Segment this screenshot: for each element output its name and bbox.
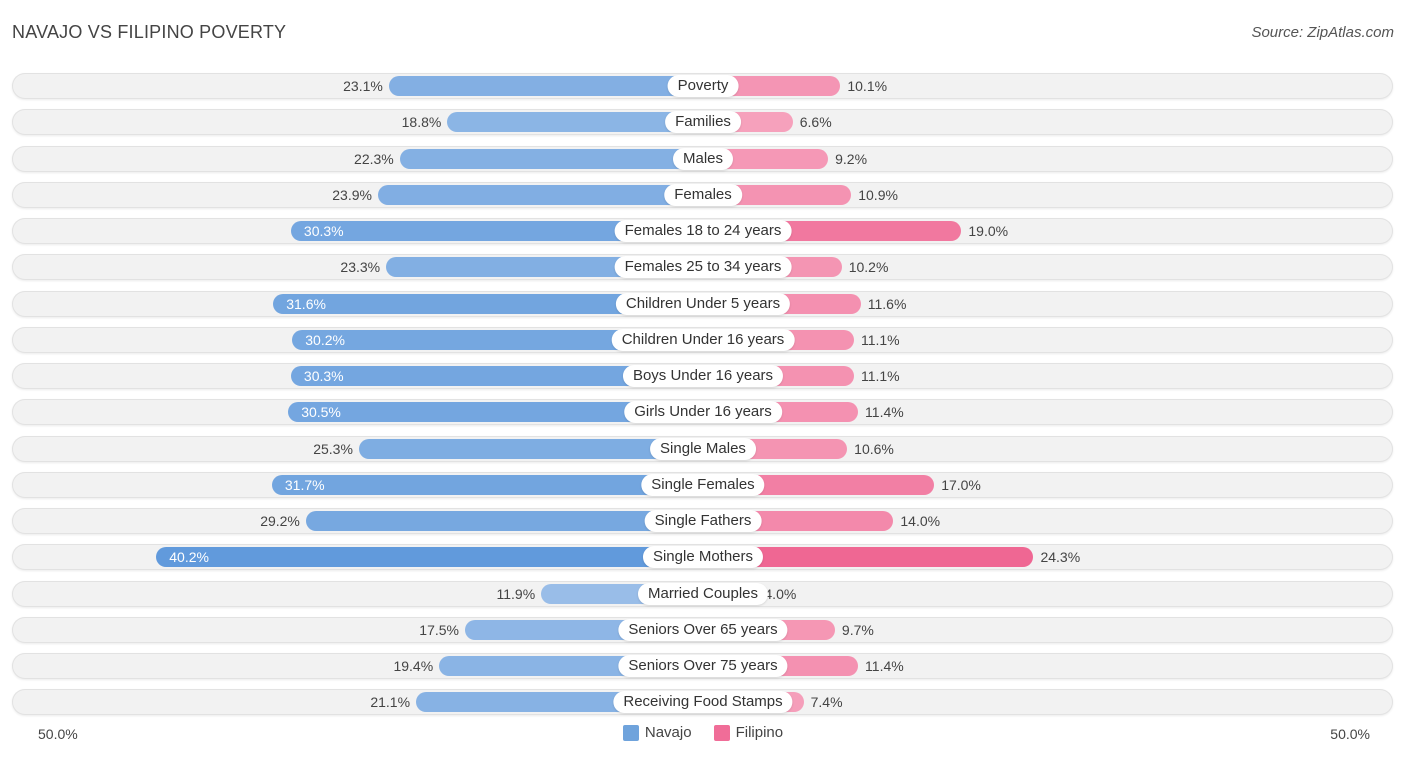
value-navajo-single-males: 25.3%	[313, 440, 353, 457]
bar-navajo-single-mothers[interactable]	[156, 547, 703, 568]
bar-navajo-children-under-16-years[interactable]	[292, 329, 703, 350]
bar-navajo-single-fathers[interactable]	[305, 511, 703, 531]
value-navajo-single-females: 31.7%	[284, 476, 325, 493]
value-filipino-single-fathers: 14.0%	[900, 513, 941, 529]
value-navajo-seniors-over-75-years: 19.4%	[393, 658, 434, 674]
value-navajo-children-under-5-years: 31.6%	[286, 295, 326, 312]
legend-swatch-navajo	[622, 724, 639, 741]
value-navajo-poverty: 23.1%	[343, 78, 383, 94]
value-filipino-girls-under-16-years: 11.4%	[865, 404, 904, 421]
legend-label-filipino: Filipino	[735, 724, 784, 741]
value-navajo-males: 22.3%	[354, 150, 394, 167]
bar-navajo-single-females[interactable]	[271, 474, 703, 495]
category-label-single-fathers: Single Fathers	[644, 510, 762, 532]
value-filipino-females-25-to-34-years: 10.2%	[848, 259, 889, 276]
value-navajo-females: 23.9%	[332, 186, 372, 203]
legend: Navajo Filipino	[0, 724, 1406, 741]
category-label-seniors-over-65-years: Seniors Over 65 years	[618, 618, 788, 641]
bar-filipino-single-mothers[interactable]	[703, 547, 1034, 568]
bar-navajo-families[interactable]	[447, 112, 703, 133]
value-navajo-single-fathers: 29.2%	[260, 513, 300, 529]
legend-swatch-filipino	[713, 724, 730, 741]
axis-right-label: 50.0%	[1330, 726, 1370, 742]
category-label-males: Males	[672, 147, 734, 170]
category-label-receiving-food-stamps: Receiving Food Stamps	[613, 691, 793, 714]
value-filipino-children-under-5-years: 11.6%	[867, 295, 907, 312]
bar-navajo-poverty[interactable]	[388, 76, 703, 96]
bar-navajo-children-under-5-years[interactable]	[273, 293, 703, 314]
category-label-girls-under-16-years: Girls Under 16 years	[624, 401, 782, 424]
category-label-females-18-to-24-years: Females 18 to 24 years	[614, 220, 792, 242]
legend-label-navajo: Navajo	[644, 724, 692, 741]
value-navajo-married-couples: 11.9%	[496, 585, 536, 602]
category-label-females: Females	[664, 183, 742, 206]
legend-item-navajo[interactable]: Navajo	[622, 724, 692, 741]
value-navajo-seniors-over-65-years: 17.5%	[419, 621, 459, 638]
source-credit: Source: ZipAtlas.com	[1251, 24, 1394, 41]
category-label-children-under-16-years: Children Under 16 years	[611, 328, 795, 351]
axis-left-label: 50.0%	[38, 726, 78, 742]
bar-navajo-boys-under-16-years[interactable]	[290, 366, 703, 386]
value-filipino-children-under-16-years: 11.1%	[860, 331, 900, 348]
category-label-children-under-5-years: Children Under 5 years	[615, 292, 791, 315]
value-filipino-single-mothers: 24.3%	[1040, 549, 1081, 566]
category-label-single-mothers: Single Mothers	[642, 546, 764, 569]
value-navajo-single-mothers: 40.2%	[169, 549, 209, 566]
value-filipino-receiving-food-stamps: 7.4%	[810, 694, 843, 711]
value-filipino-single-females: 17.0%	[941, 476, 981, 493]
value-filipino-males: 9.2%	[835, 150, 868, 167]
category-label-married-couples: Married Couples	[637, 582, 769, 605]
value-filipino-females: 10.9%	[858, 186, 898, 203]
value-navajo-receiving-food-stamps: 21.1%	[370, 694, 411, 711]
value-navajo-families: 18.8%	[401, 114, 442, 131]
value-navajo-boys-under-16-years: 30.3%	[303, 368, 344, 384]
category-label-females-25-to-34-years: Females 25 to 34 years	[614, 256, 792, 279]
bar-navajo-males[interactable]	[399, 148, 703, 169]
value-filipino-families: 6.6%	[799, 114, 832, 131]
bar-navajo-single-males[interactable]	[358, 438, 703, 459]
value-filipino-boys-under-16-years: 11.1%	[860, 368, 900, 384]
chart-title: NAVAJO VS FILIPINO POVERTY	[12, 22, 287, 42]
bar-filipino-males[interactable]	[703, 148, 829, 169]
value-filipino-married-couples: 4.0%	[764, 585, 797, 602]
bar-navajo-females-18-to-24-years[interactable]	[290, 221, 703, 241]
value-filipino-seniors-over-65-years: 9.7%	[841, 621, 874, 638]
category-label-poverty: Poverty	[667, 75, 739, 97]
bar-navajo-females[interactable]	[377, 184, 703, 205]
value-navajo-children-under-16-years: 30.2%	[305, 331, 345, 348]
value-navajo-females-25-to-34-years: 23.3%	[340, 259, 381, 276]
category-label-single-females: Single Females	[641, 473, 765, 496]
value-filipino-poverty: 10.1%	[847, 78, 888, 94]
value-navajo-females-18-to-24-years: 30.3%	[303, 223, 344, 239]
category-label-families: Families	[665, 111, 741, 134]
category-label-single-males: Single Males	[650, 437, 756, 460]
value-filipino-females-18-to-24-years: 19.0%	[968, 223, 1009, 239]
bar-navajo-girls-under-16-years[interactable]	[288, 402, 703, 423]
value-filipino-seniors-over-75-years: 11.4%	[865, 658, 904, 674]
category-label-seniors-over-75-years: Seniors Over 75 years	[618, 655, 788, 677]
value-navajo-girls-under-16-years: 30.5%	[301, 404, 341, 421]
category-label-boys-under-16-years: Boys Under 16 years	[622, 365, 784, 387]
legend-item-filipino[interactable]: Filipino	[713, 724, 784, 741]
value-filipino-single-males: 10.6%	[854, 440, 894, 457]
